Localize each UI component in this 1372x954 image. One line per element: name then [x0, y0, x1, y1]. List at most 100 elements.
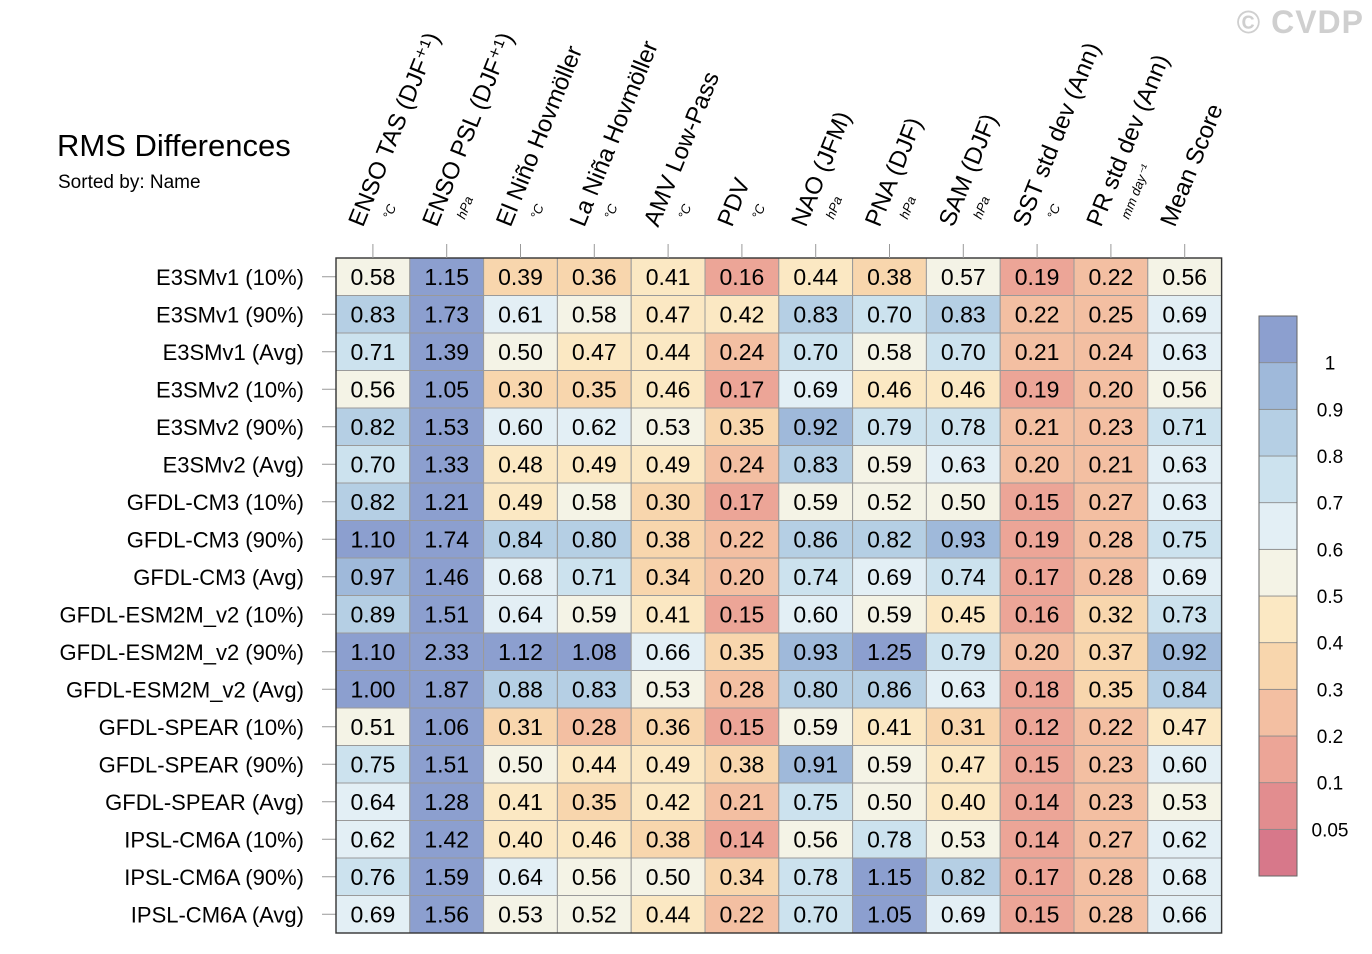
row-label: GFDL-SPEAR (90%) [99, 752, 304, 777]
cell-value-label: 0.23 [1089, 751, 1134, 777]
cell-value-label: 0.52 [572, 901, 617, 927]
heatmap-cell [704, 820, 780, 859]
cell-value-label: 0.74 [793, 564, 838, 590]
cell-value-label: 0.24 [1089, 339, 1134, 365]
heatmap-cell [999, 482, 1075, 521]
column-label: PDV [712, 174, 756, 230]
heatmap-cell [704, 370, 780, 409]
cell-value-label: 0.28 [572, 714, 617, 740]
colorbar-segment [1258, 362, 1298, 410]
heatmap-cell [925, 745, 1001, 784]
heatmap-cell [483, 782, 558, 821]
row-label: GFDL-CM3 (Avg) [133, 565, 304, 590]
cell-value-label: 0.38 [646, 826, 691, 852]
row-label: E3SMv1 (10%) [156, 265, 304, 290]
cell-value-label: 0.91 [793, 751, 838, 777]
heatmap-cell [778, 707, 854, 746]
cell-value-label: 0.28 [720, 676, 765, 702]
heatmap-cell [1147, 595, 1223, 634]
cell-value-label: 0.16 [1015, 601, 1060, 627]
cell-value-label: 0.39 [498, 264, 543, 290]
cell-value-label: 0.78 [941, 414, 986, 440]
column-unit-label: hPa [454, 194, 477, 221]
heatmap-cell [999, 782, 1075, 821]
heatmap-cell [704, 707, 780, 746]
colorbar-segment [1258, 315, 1298, 364]
cell-value-label: 0.80 [793, 676, 838, 702]
cell-value-label: 0.63 [941, 676, 986, 702]
row-label: E3SMv2 (10%) [156, 377, 304, 402]
heatmap-cell [556, 707, 632, 746]
cell-value-label: 1.06 [424, 714, 469, 740]
heatmap-cell [1073, 520, 1149, 559]
heatmap-cell [778, 595, 854, 634]
cell-value-label: 0.69 [867, 564, 912, 590]
cell-value-label: 0.50 [646, 864, 691, 890]
heatmap-cell [409, 820, 485, 859]
heatmap-cell [483, 745, 558, 784]
row-label: GFDL-CM3 (90%) [127, 527, 304, 552]
heatmap-cell [556, 857, 632, 896]
heatmap-cell [556, 595, 632, 634]
cell-value-label: 0.63 [941, 451, 986, 477]
cell-value-label: 0.64 [498, 601, 543, 627]
colorbar-segment [1258, 782, 1298, 830]
cell-value-label: 0.20 [720, 564, 765, 590]
cell-value-label: 0.28 [1089, 526, 1134, 552]
cell-value-label: 1.59 [424, 864, 469, 890]
heatmap-cell [852, 857, 927, 896]
heatmap-cell [630, 482, 706, 521]
cell-value-label: 0.25 [1089, 301, 1134, 327]
cell-value-label: 0.83 [941, 301, 986, 327]
cell-value-label: 0.70 [867, 301, 912, 327]
cell-value-label: 1.51 [424, 601, 469, 627]
cell-value-label: 0.73 [1162, 601, 1207, 627]
cell-value-label: 0.71 [572, 564, 617, 590]
heatmap-cell [1073, 632, 1149, 671]
heatmap-cell [704, 895, 780, 934]
heatmap-cell [1073, 332, 1149, 371]
heatmap-cell [630, 820, 706, 859]
cell-value-label: 0.23 [1089, 414, 1134, 440]
cell-value-label: 0.40 [498, 826, 543, 852]
heatmap-cell [1147, 257, 1223, 296]
cell-value-label: 0.31 [498, 714, 543, 740]
heatmap-cell [852, 707, 927, 746]
cell-value-label: 0.14 [720, 826, 765, 852]
cell-value-label: 0.53 [941, 826, 986, 852]
cell-value-label: 0.15 [720, 714, 765, 740]
cell-value-label: 0.45 [941, 601, 986, 627]
column-unit-label: hPa [970, 194, 993, 221]
heatmap-cell [409, 520, 485, 559]
heatmap-cell [778, 295, 854, 334]
cell-value-label: 0.63 [1162, 339, 1207, 365]
cell-value-label: 0.17 [1015, 564, 1060, 590]
cell-value-label: 0.36 [572, 264, 617, 290]
heatmap-cell [704, 670, 780, 709]
cell-value-label: 0.51 [351, 714, 396, 740]
cell-value-label: 0.35 [720, 414, 765, 440]
heatmap-cell [1147, 857, 1223, 896]
cell-value-label: 2.33 [424, 639, 469, 665]
heatmap-cell [409, 670, 485, 709]
heatmap-cell [704, 295, 780, 334]
heatmap-cell [852, 632, 927, 671]
cell-value-label: 0.82 [941, 864, 986, 890]
chart-title: RMS Differences [57, 128, 291, 163]
heatmap-cell [335, 407, 411, 446]
cell-value-label: 0.66 [646, 639, 691, 665]
cell-value-label: 0.20 [1015, 639, 1060, 665]
cell-value-label: 0.30 [498, 376, 543, 402]
heatmap-cell [409, 332, 485, 371]
cell-value-label: 0.38 [646, 526, 691, 552]
cell-value-label: 0.41 [867, 714, 912, 740]
cell-value-label: 0.64 [351, 789, 396, 815]
cell-value-label: 0.28 [1089, 564, 1134, 590]
cell-value-label: 1.28 [424, 789, 469, 815]
heatmap-cell [483, 482, 558, 521]
cell-value-label: 0.79 [867, 414, 912, 440]
cell-value-label: 1.33 [424, 451, 469, 477]
cell-value-label: 1.15 [867, 864, 912, 890]
cell-value-label: 0.59 [793, 489, 838, 515]
heatmap-cell [852, 782, 927, 821]
